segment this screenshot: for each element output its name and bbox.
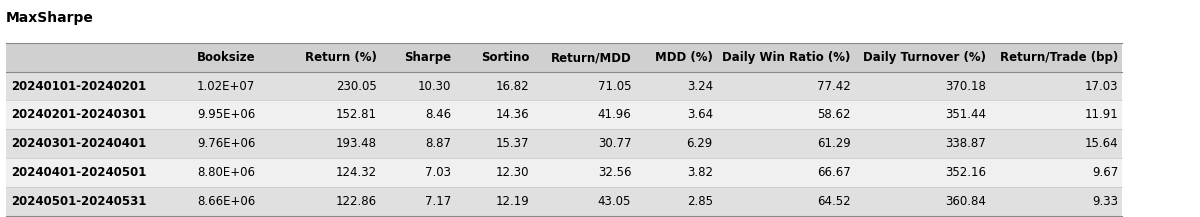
Text: 58.62: 58.62 (817, 108, 851, 121)
Text: 360.84: 360.84 (946, 195, 986, 208)
Text: 124.32: 124.32 (336, 166, 377, 179)
Text: 1.02E+07: 1.02E+07 (197, 80, 256, 92)
Text: 16.82: 16.82 (496, 80, 529, 92)
Text: 7.03: 7.03 (425, 166, 451, 179)
Text: 17.03: 17.03 (1085, 80, 1118, 92)
Text: 3.82: 3.82 (686, 166, 713, 179)
Text: MDD (%): MDD (%) (655, 51, 713, 64)
Text: Daily Win Ratio (%): Daily Win Ratio (%) (722, 51, 851, 64)
Text: Sortino: Sortino (481, 51, 529, 64)
Text: 9.33: 9.33 (1092, 195, 1118, 208)
Text: 9.76E+06: 9.76E+06 (197, 137, 256, 150)
Text: 61.29: 61.29 (817, 137, 851, 150)
Text: 15.37: 15.37 (496, 137, 529, 150)
Text: 12.19: 12.19 (496, 195, 529, 208)
Text: Return (%): Return (%) (305, 51, 377, 64)
Text: 351.44: 351.44 (946, 108, 986, 121)
Text: 20240401-20240501: 20240401-20240501 (11, 166, 146, 179)
Text: 8.66E+06: 8.66E+06 (197, 195, 256, 208)
Text: 3.24: 3.24 (686, 80, 713, 92)
Text: 7.17: 7.17 (425, 195, 451, 208)
Text: Return/MDD: Return/MDD (551, 51, 631, 64)
Text: Return/Trade (bp): Return/Trade (bp) (1000, 51, 1118, 64)
Text: 71.05: 71.05 (598, 80, 631, 92)
Text: 193.48: 193.48 (336, 137, 377, 150)
Text: 230.05: 230.05 (336, 80, 377, 92)
Text: Daily Turnover (%): Daily Turnover (%) (864, 51, 986, 64)
Text: Booksize: Booksize (197, 51, 256, 64)
Text: MaxSharpe: MaxSharpe (6, 11, 94, 25)
Text: 66.67: 66.67 (817, 166, 851, 179)
Text: 30.77: 30.77 (598, 137, 631, 150)
Text: 3.64: 3.64 (686, 108, 713, 121)
Text: 77.42: 77.42 (817, 80, 851, 92)
Text: 6.29: 6.29 (686, 137, 713, 150)
Text: 14.36: 14.36 (496, 108, 529, 121)
Text: 41.96: 41.96 (598, 108, 631, 121)
Text: 8.87: 8.87 (425, 137, 451, 150)
Text: 10.30: 10.30 (418, 80, 451, 92)
Text: 352.16: 352.16 (946, 166, 986, 179)
Text: 32.56: 32.56 (598, 166, 631, 179)
Text: 8.80E+06: 8.80E+06 (197, 166, 254, 179)
Text: 20240301-20240401: 20240301-20240401 (11, 137, 146, 150)
Text: 152.81: 152.81 (336, 108, 377, 121)
Text: 64.52: 64.52 (817, 195, 851, 208)
Text: 20240501-20240531: 20240501-20240531 (11, 195, 146, 208)
Text: Sharpe: Sharpe (404, 51, 451, 64)
Text: 122.86: 122.86 (336, 195, 377, 208)
Text: 8.46: 8.46 (425, 108, 451, 121)
Text: 370.18: 370.18 (946, 80, 986, 92)
Text: 9.67: 9.67 (1092, 166, 1118, 179)
Text: 338.87: 338.87 (946, 137, 986, 150)
Text: 2.85: 2.85 (686, 195, 713, 208)
Text: 11.91: 11.91 (1085, 108, 1118, 121)
Text: 9.95E+06: 9.95E+06 (197, 108, 256, 121)
Text: 15.64: 15.64 (1085, 137, 1118, 150)
Text: 43.05: 43.05 (598, 195, 631, 208)
Text: 20240201-20240301: 20240201-20240301 (11, 108, 146, 121)
Text: 20240101-20240201: 20240101-20240201 (11, 80, 146, 92)
Text: 12.30: 12.30 (496, 166, 529, 179)
